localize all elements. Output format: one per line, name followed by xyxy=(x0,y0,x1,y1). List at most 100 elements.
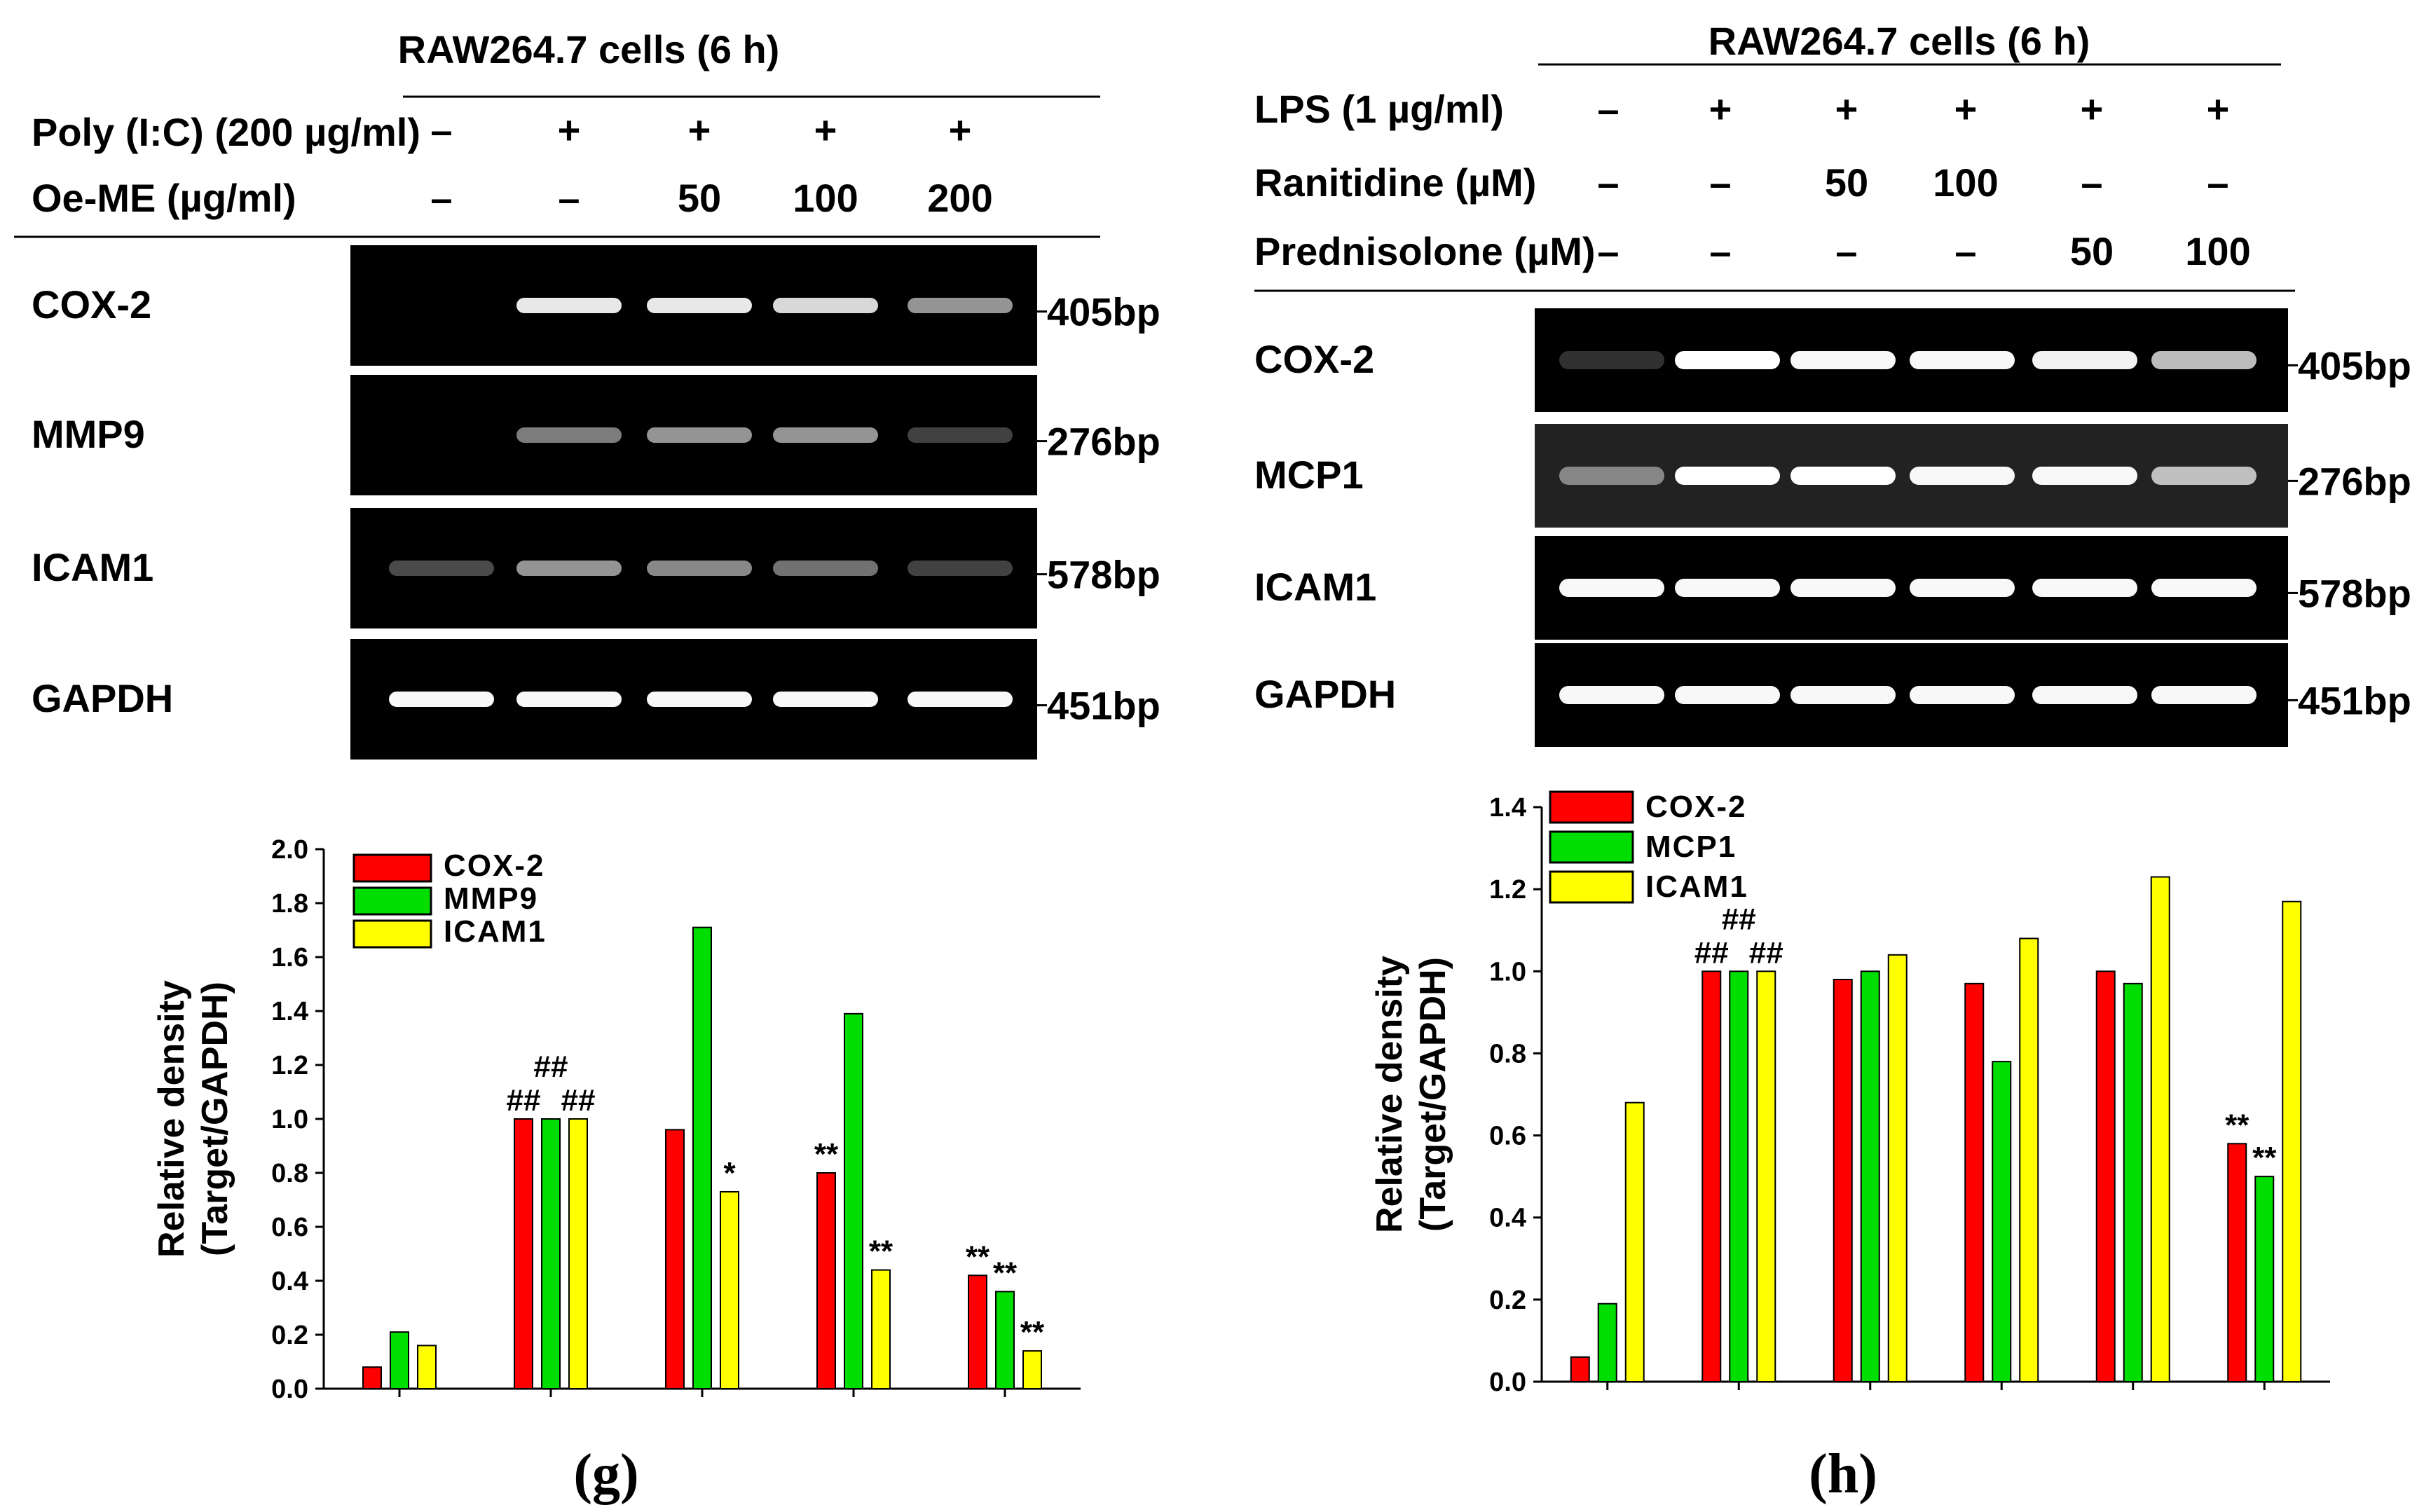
chart-g-ylabel: (Target/GAPDH) xyxy=(195,982,235,1256)
chart-g-significance-mark: ## xyxy=(534,1050,568,1084)
panel-g-band xyxy=(773,692,878,707)
panel-h-band-size: 276bp xyxy=(2298,459,2411,503)
panel-h-treatment-cell: – xyxy=(1709,229,1731,273)
chart-h-bar xyxy=(2123,982,2143,1383)
panel-h-band xyxy=(2151,351,2257,369)
chart-g-significance-mark: ** xyxy=(869,1235,893,1269)
panel-h-treatment-cell: – xyxy=(2081,160,2102,205)
chart-h-bar xyxy=(1833,979,1853,1382)
panel-g-treatment-cell: + xyxy=(558,108,581,152)
chart-h-bar xyxy=(2282,900,2302,1382)
chart-g-legend-label: MMP9 xyxy=(444,881,538,916)
panel-g-band xyxy=(647,427,752,443)
chart-g-bar xyxy=(968,1274,987,1390)
chart-g-ytick-label: 0.6 xyxy=(271,1213,308,1242)
panel-g-band-size: 276bp xyxy=(1047,420,1160,464)
panel-h-header: RAW264.7 cells (6 h) xyxy=(1708,19,2090,63)
chart-g-bar xyxy=(417,1345,437,1390)
chart-h-bar xyxy=(1597,1303,1617,1382)
panel-g-band xyxy=(773,298,878,313)
panel-h-treatment-cell: + xyxy=(2207,87,2230,131)
panel-g-treatment-cell: – xyxy=(430,176,452,220)
chart-g-ytick-label: 0.4 xyxy=(271,1267,308,1296)
chart-g-significance-mark: ** xyxy=(966,1239,990,1274)
chart-g-ytick-label: 0.0 xyxy=(271,1375,308,1404)
panel-h-treatment-cell: 100 xyxy=(2185,229,2250,273)
chart-h-ytick-label: 0.0 xyxy=(1489,1368,1526,1397)
chart-h-ytick-label: 1.2 xyxy=(1489,875,1526,905)
panel-h-band xyxy=(1559,686,1664,704)
panel-g-treatment-cell: 100 xyxy=(793,176,858,220)
panel-h-band xyxy=(2151,467,2257,485)
chart-g-significance-mark: ## xyxy=(507,1083,541,1118)
panel-h-treatment-cell: – xyxy=(1835,229,1857,273)
panel-h-band xyxy=(1910,686,2015,704)
chart-h: 0.0 0.2 0.4 0.6 0.8 1.0 1.2 1.4 Relative density… xyxy=(1369,790,2330,1397)
chart-h-significance-mark: ## xyxy=(1722,902,1756,936)
panel-h-band-size: 451bp xyxy=(2298,678,2411,722)
chart-g-ylabel: Relative density xyxy=(151,980,192,1258)
chart-g-bar xyxy=(390,1331,409,1390)
chart-h-bar xyxy=(1729,970,1749,1383)
panel-g-row-label: Poly (I:C) (200 µg/ml) xyxy=(32,110,420,154)
chart-h-bar xyxy=(1992,1061,2012,1382)
chart-h-ytick-label: 0.8 xyxy=(1489,1039,1526,1068)
chart-h-ylabel: Relative density xyxy=(1369,956,1410,1233)
panel-h-treatment-cell: 100 xyxy=(1933,160,1998,205)
chart-g-significance-mark: * xyxy=(723,1156,736,1190)
chart-g-bar xyxy=(844,1012,863,1389)
chart-h-ytick-label: 0.2 xyxy=(1489,1286,1526,1315)
chart-g-ytick-label: 1.4 xyxy=(271,997,308,1026)
chart-g-ytick-label: 1.6 xyxy=(271,943,308,973)
panel-g-band xyxy=(516,298,622,313)
panel-g-band xyxy=(908,298,1013,313)
panel-h-band xyxy=(2151,686,2257,704)
panel-g-gel-label: ICAM1 xyxy=(32,545,153,589)
chart-g-ytick-label: 1.8 xyxy=(271,889,308,919)
panel-h-row-label: Prednisolone (µM) xyxy=(1254,229,1596,273)
panel-h-band xyxy=(2032,467,2137,485)
panel-g-band xyxy=(516,561,622,576)
panel-h-treatment-cell: – xyxy=(1954,229,1976,273)
chart-h-legend-swatch xyxy=(1549,830,1634,864)
chart-g-legend-swatch xyxy=(352,853,432,883)
chart-g-significance-mark: ## xyxy=(561,1083,596,1118)
panel-h-band xyxy=(1675,351,1780,369)
chart-h-legend-label: ICAM1 xyxy=(1645,870,1748,904)
chart-h-bar xyxy=(1701,970,1722,1383)
panel-h-band xyxy=(1790,351,1896,369)
panel-g-band-size: 578bp xyxy=(1047,553,1160,597)
panel-h-treatment-cell: + xyxy=(1709,87,1732,131)
panel-g-band xyxy=(516,427,622,443)
panel-h-band xyxy=(1559,467,1664,485)
chart-g-ytick-label: 0.8 xyxy=(271,1159,308,1188)
chart-h-legend-swatch xyxy=(1549,870,1634,904)
chart-h-ytick-label: 1.4 xyxy=(1489,793,1526,823)
panel-h-treatment-table: RAW264.7 cells (6 h) LPS (1 µg/ml) Ranit… xyxy=(1254,19,2295,292)
chart-h-bar xyxy=(1887,954,1908,1383)
panel-g-gel-label: COX-2 xyxy=(32,282,151,327)
panel-g-treatment-cell: + xyxy=(949,108,972,152)
panel-h-band xyxy=(2151,579,2257,597)
panel-h-treatment-cell: – xyxy=(2207,160,2228,205)
chart-h-significance-mark: ** xyxy=(2225,1108,2249,1142)
panel-g-header: RAW264.7 cells (6 h) xyxy=(398,27,780,71)
panel-h-treatment-cell: – xyxy=(1597,229,1619,273)
panel-h-band-size: 405bp xyxy=(2298,343,2411,387)
panel-h-band xyxy=(2032,351,2137,369)
chart-h-bar xyxy=(2095,970,2116,1383)
panel-g-band xyxy=(516,692,622,707)
panel-g-row-label: Oe-ME (µg/ml) xyxy=(32,176,296,220)
panel-g-band-size: 405bp xyxy=(1047,290,1160,334)
panel-h-band xyxy=(1675,686,1780,704)
panel-g-band xyxy=(908,692,1013,707)
panel-h-band xyxy=(2032,579,2137,597)
chart-g-bar xyxy=(995,1291,1015,1390)
panel-h-band xyxy=(1790,686,1896,704)
chart-h-bar xyxy=(1624,1101,1645,1382)
chart-h-bar xyxy=(2019,937,2039,1382)
chart-h-legend-label: MCP1 xyxy=(1645,830,1737,864)
chart-g-significance-mark: ** xyxy=(814,1137,839,1171)
panel-g-caption: (g) xyxy=(573,1443,638,1505)
